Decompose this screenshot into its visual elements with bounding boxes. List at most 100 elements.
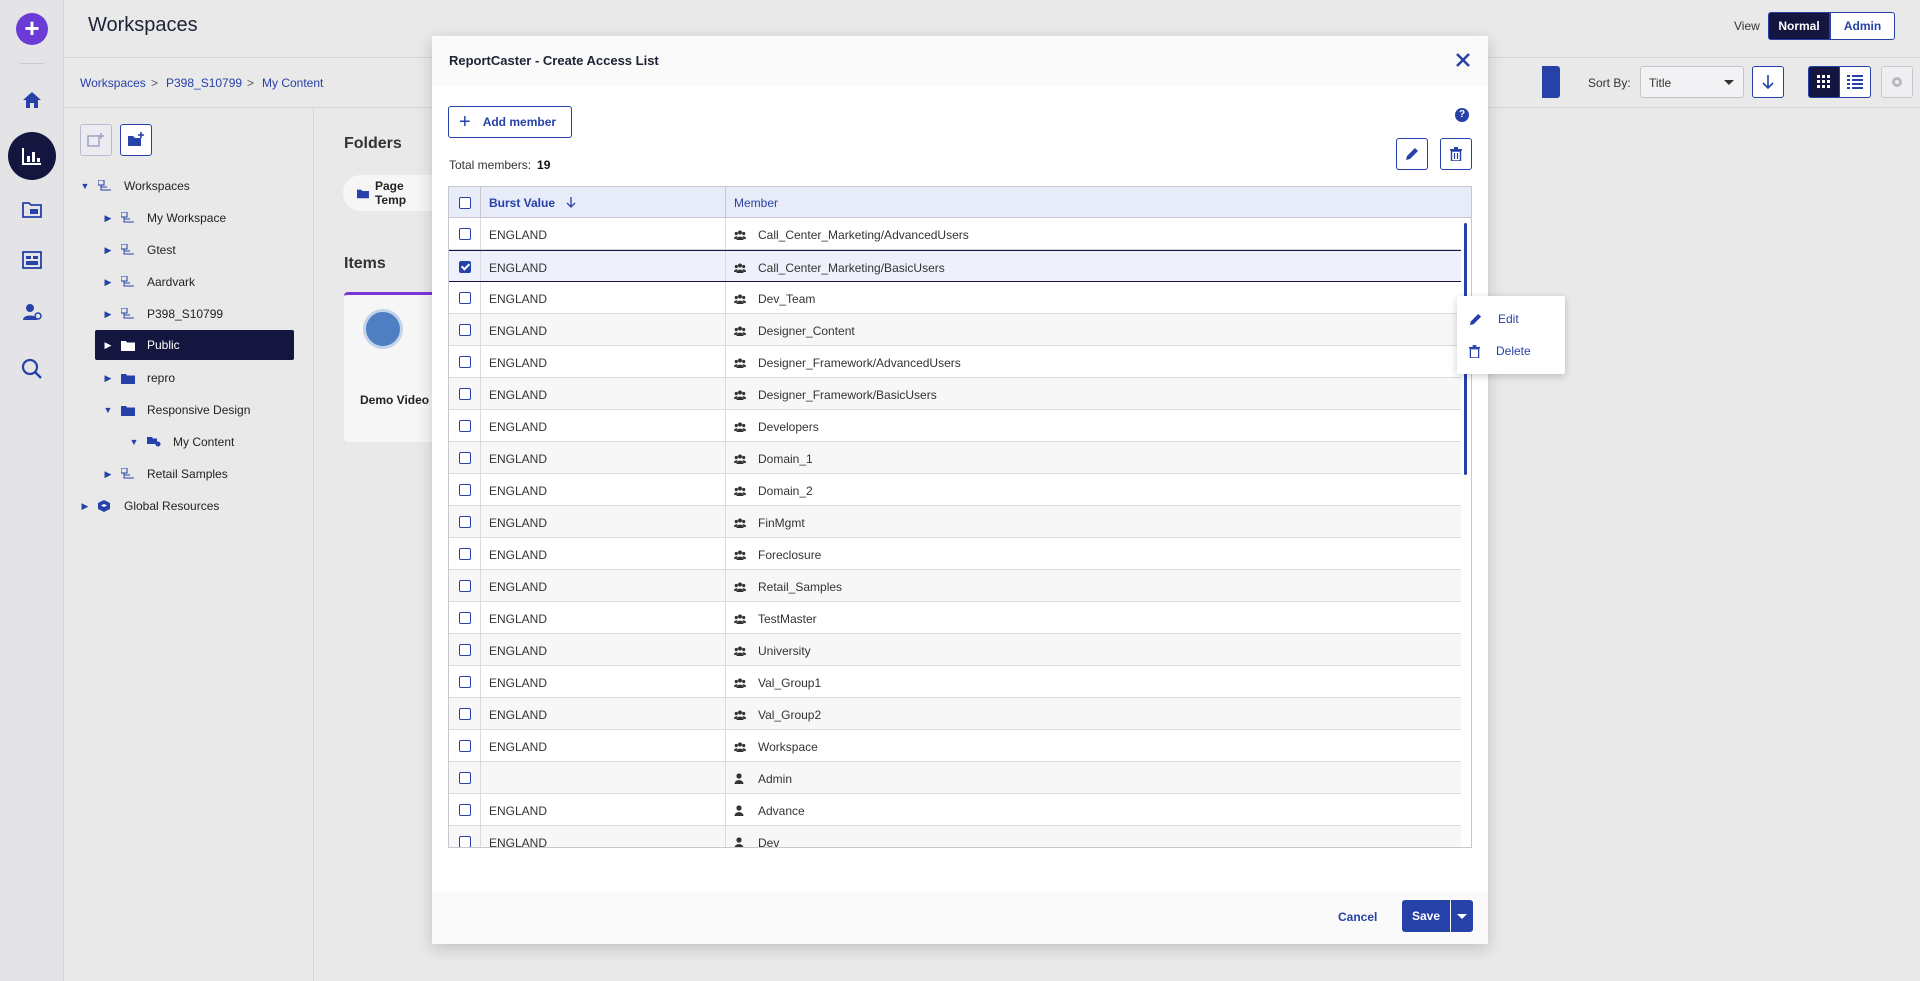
tree-item-retail-samples[interactable]: ▶ Retail Samples bbox=[101, 459, 294, 489]
row-checkbox[interactable] bbox=[459, 228, 471, 240]
add-member-button[interactable]: + Add member bbox=[448, 106, 572, 138]
help-icon[interactable]: ? bbox=[1455, 108, 1469, 122]
save-button[interactable]: Save bbox=[1402, 900, 1450, 932]
member-header[interactable]: Member bbox=[734, 196, 779, 210]
row-checkbox[interactable] bbox=[459, 324, 471, 336]
breadcrumb-p398[interactable]: P398_S10799 bbox=[166, 76, 243, 90]
member-cell: Call_Center_Marketing/AdvancedUsers bbox=[726, 218, 969, 249]
table-row[interactable]: ENGLAND Advance bbox=[449, 794, 1461, 826]
chevron-right-icon[interactable]: ▶ bbox=[104, 212, 112, 223]
tree-item-responsive-design[interactable]: ▼ Responsive Design bbox=[101, 395, 294, 425]
settings-button[interactable] bbox=[1881, 66, 1913, 98]
table-row[interactable]: ENGLAND Workspace bbox=[449, 730, 1461, 762]
edit-member-button[interactable] bbox=[1396, 138, 1428, 170]
tree-item-my-content[interactable]: ▼ My Content bbox=[127, 427, 294, 457]
table-row[interactable]: ENGLAND Domain_1 bbox=[449, 442, 1461, 474]
partial-action-button[interactable] bbox=[1542, 66, 1560, 98]
dashboard-icon[interactable] bbox=[18, 246, 46, 274]
new-folder-button[interactable] bbox=[120, 124, 152, 156]
table-row[interactable]: ENGLAND FinMgmt bbox=[449, 506, 1461, 538]
row-checkbox[interactable] bbox=[459, 612, 471, 624]
row-checkbox[interactable] bbox=[459, 740, 471, 752]
save-dropdown-button[interactable] bbox=[1451, 900, 1473, 932]
table-row[interactable]: ENGLAND TestMaster bbox=[449, 602, 1461, 634]
row-checkbox[interactable] bbox=[459, 708, 471, 720]
row-checkbox[interactable] bbox=[459, 261, 471, 273]
member-cell: Val_Group2 bbox=[726, 698, 821, 729]
row-checkbox[interactable] bbox=[459, 388, 471, 400]
tree-item-public[interactable]: ▶ Public bbox=[95, 330, 294, 360]
users-settings-icon[interactable] bbox=[18, 298, 46, 326]
chevron-right-icon[interactable]: ▶ bbox=[81, 500, 89, 511]
breadcrumb-my-content[interactable]: My Content bbox=[262, 76, 324, 90]
row-checkbox[interactable] bbox=[459, 484, 471, 496]
row-checkbox[interactable] bbox=[459, 772, 471, 784]
table-row[interactable]: ENGLAND Foreclosure bbox=[449, 538, 1461, 570]
row-checkbox[interactable] bbox=[459, 804, 471, 816]
breadcrumb-workspaces[interactable]: Workspaces bbox=[80, 76, 146, 90]
row-checkbox[interactable] bbox=[459, 516, 471, 528]
sort-select[interactable]: Title bbox=[1640, 66, 1744, 98]
close-icon[interactable] bbox=[1452, 49, 1474, 71]
tree-item-p398[interactable]: ▶ P398_S10799 bbox=[101, 299, 294, 329]
select-all-checkbox[interactable] bbox=[459, 197, 471, 209]
tree-item-global-resources[interactable]: ▶ Global Resources bbox=[78, 491, 294, 521]
table-row[interactable]: ENGLAND Call_Center_Marketing/BasicUsers bbox=[449, 250, 1461, 282]
table-row[interactable]: ENGLAND Dev bbox=[449, 826, 1461, 847]
row-checkbox[interactable] bbox=[459, 452, 471, 464]
tree-item-repro[interactable]: ▶ repro bbox=[101, 363, 294, 393]
tree-item-workspaces[interactable]: ▼ Workspaces bbox=[78, 171, 294, 201]
create-new-icon[interactable]: + bbox=[16, 13, 48, 45]
list-view-button[interactable] bbox=[1839, 66, 1871, 98]
burst-value-header[interactable]: Burst Value bbox=[481, 187, 726, 218]
sort-direction-button[interactable] bbox=[1752, 66, 1784, 98]
content-icon[interactable] bbox=[8, 132, 56, 180]
context-edit-item[interactable]: Edit bbox=[1469, 309, 1519, 329]
tree-item-gtest[interactable]: ▶ Gtest bbox=[101, 235, 294, 265]
table-row[interactable]: ENGLAND Val_Group2 bbox=[449, 698, 1461, 730]
table-row[interactable]: ENGLAND Dev_Team bbox=[449, 282, 1461, 314]
tree-item-aardvark[interactable]: ▶ Aardvark bbox=[101, 267, 294, 297]
row-checkbox[interactable] bbox=[459, 548, 471, 560]
global-resources-icon bbox=[98, 500, 116, 512]
chevron-down-icon[interactable]: ▼ bbox=[103, 405, 113, 415]
table-row[interactable]: ENGLAND Retail_Samples bbox=[449, 570, 1461, 602]
chevron-down-icon[interactable]: ▼ bbox=[80, 181, 90, 191]
row-checkbox[interactable] bbox=[459, 676, 471, 688]
table-row[interactable]: ENGLAND University bbox=[449, 634, 1461, 666]
view-normal-button[interactable]: Normal bbox=[1768, 12, 1830, 40]
table-row[interactable]: ENGLAND Call_Center_Marketing/AdvancedUse… bbox=[449, 218, 1461, 250]
table-row[interactable]: ENGLAND Designer_Framework/AdvancedUsers bbox=[449, 346, 1461, 378]
row-checkbox[interactable] bbox=[459, 356, 471, 368]
row-checkbox[interactable] bbox=[459, 292, 471, 304]
row-checkbox[interactable] bbox=[459, 580, 471, 592]
item-card[interactable]: Demo Video bbox=[344, 292, 434, 442]
home-icon[interactable] bbox=[18, 86, 46, 114]
table-row[interactable]: Admin bbox=[449, 762, 1461, 794]
chevron-right-icon[interactable]: ▶ bbox=[104, 276, 112, 287]
chevron-right-icon[interactable]: ▶ bbox=[104, 244, 112, 255]
table-row[interactable]: ENGLAND Val_Group1 bbox=[449, 666, 1461, 698]
chevron-right-icon[interactable]: ▶ bbox=[104, 468, 112, 479]
table-row[interactable]: ENGLAND Designer_Framework/BasicUsers bbox=[449, 378, 1461, 410]
new-workspace-button[interactable] bbox=[80, 124, 112, 156]
delete-member-button[interactable] bbox=[1440, 138, 1472, 170]
table-row[interactable]: ENGLAND Domain_2 bbox=[449, 474, 1461, 506]
table-row[interactable]: ENGLAND Developers bbox=[449, 410, 1461, 442]
folder-card[interactable]: Page Temp bbox=[343, 175, 433, 211]
files-icon[interactable] bbox=[18, 196, 46, 224]
search-icon[interactable] bbox=[18, 355, 46, 383]
chevron-right-icon[interactable]: ▶ bbox=[104, 339, 112, 350]
view-admin-button[interactable]: Admin bbox=[1830, 12, 1895, 40]
cancel-button[interactable]: Cancel bbox=[1338, 910, 1378, 924]
row-checkbox[interactable] bbox=[459, 836, 471, 847]
chevron-right-icon[interactable]: ▶ bbox=[104, 308, 112, 319]
grid-view-button[interactable] bbox=[1808, 66, 1840, 98]
row-checkbox[interactable] bbox=[459, 420, 471, 432]
context-delete-item[interactable]: Delete bbox=[1469, 341, 1531, 361]
chevron-right-icon[interactable]: ▶ bbox=[104, 372, 112, 383]
tree-item-my-workspace[interactable]: ▶ My Workspace bbox=[101, 203, 294, 233]
table-row[interactable]: ENGLAND Designer_Content bbox=[449, 314, 1461, 346]
row-checkbox[interactable] bbox=[459, 644, 471, 656]
chevron-down-icon[interactable]: ▼ bbox=[129, 437, 139, 447]
